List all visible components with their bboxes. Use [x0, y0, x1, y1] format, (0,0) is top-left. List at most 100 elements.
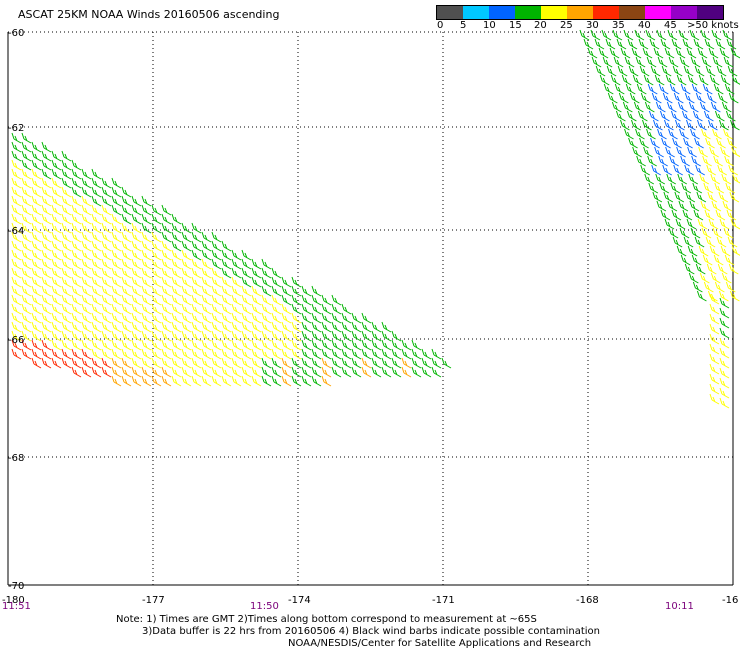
- wind-barb: [291, 303, 302, 315]
- wind-barb: [381, 357, 392, 369]
- wind-barb: [221, 348, 232, 360]
- wind-barb: [241, 339, 252, 351]
- wind-barb: [688, 101, 699, 113]
- wind-barb: [221, 375, 232, 387]
- wind-barb: [181, 348, 192, 360]
- wind-barb: [628, 65, 639, 77]
- wind-barb: [651, 164, 661, 176]
- legend-label: >50 knots: [687, 20, 739, 31]
- wind-barb: [181, 267, 192, 279]
- wind-barb: [431, 348, 442, 360]
- wind-barb: [161, 294, 172, 306]
- wind-barb: [191, 348, 202, 360]
- wind-barb: [719, 297, 730, 309]
- wind-barb: [331, 294, 342, 306]
- wind-barb: [291, 321, 302, 333]
- wind-barb: [91, 249, 102, 261]
- wind-barb: [624, 56, 635, 68]
- wind-barb: [662, 164, 672, 176]
- wind-barb: [679, 227, 690, 239]
- wind-barb: [241, 258, 252, 270]
- wind-barb: [81, 294, 92, 306]
- wind-barb: [21, 285, 32, 297]
- legend-label: 25: [560, 20, 573, 31]
- wind-barb: [241, 303, 252, 315]
- wind-barb: [241, 375, 252, 387]
- wind-barb: [171, 339, 182, 351]
- wind-barb: [191, 375, 202, 387]
- wind-barb: [21, 240, 32, 252]
- wind-barb: [81, 168, 92, 180]
- wind-barb: [131, 303, 142, 315]
- wind-barb: [81, 258, 92, 270]
- wind-barb: [705, 236, 716, 248]
- wind-barb: [121, 294, 132, 306]
- legend-swatch-0: [437, 6, 463, 19]
- wind-barb: [121, 339, 132, 351]
- wind-barb: [101, 303, 112, 315]
- wind-barb: [719, 347, 730, 359]
- wind-barb: [709, 383, 720, 395]
- wind-barb: [690, 227, 701, 239]
- wind-barb: [648, 182, 659, 194]
- wind-barb: [727, 236, 738, 248]
- wind-barb: [151, 303, 162, 315]
- wind-barb: [51, 168, 62, 180]
- wind-barb: [391, 357, 402, 369]
- wind-barb: [261, 366, 272, 378]
- wind-barb: [301, 375, 312, 387]
- wind-barb: [291, 285, 302, 297]
- wind-barb: [341, 348, 352, 360]
- wind-barb: [191, 366, 202, 378]
- wind-barb: [241, 249, 252, 261]
- wind-barb: [181, 357, 192, 369]
- wind-barb: [21, 159, 32, 171]
- wind-barb: [181, 312, 192, 324]
- wind-barb: [141, 222, 152, 234]
- wind-barb: [81, 222, 92, 234]
- wind-barb: [727, 65, 738, 77]
- wind-barb: [61, 213, 72, 225]
- wind-barb: [21, 348, 32, 360]
- wind-barb: [41, 285, 52, 297]
- wind-barb: [361, 330, 372, 342]
- wind-barb: [695, 263, 706, 275]
- wind-barb: [676, 146, 686, 158]
- wind-barb: [261, 375, 272, 387]
- wind-barb: [629, 92, 640, 104]
- wind-barb: [712, 227, 723, 239]
- wind-barb: [141, 366, 152, 378]
- wind-barb: [648, 110, 659, 122]
- wind-barb: [81, 330, 92, 342]
- wind-barb: [693, 38, 704, 50]
- wind-barb: [673, 92, 684, 104]
- wind-barb: [141, 294, 152, 306]
- wind-barb: [161, 222, 172, 234]
- wind-barb: [41, 231, 52, 243]
- wind-barb: [241, 285, 252, 297]
- wind-barb: [221, 312, 232, 324]
- lon-label-177: -177: [142, 595, 165, 606]
- wind-barb: [341, 312, 352, 324]
- wind-barb: [661, 65, 672, 77]
- wind-barb: [111, 249, 122, 261]
- wind-barb: [668, 227, 679, 239]
- wind-barb: [221, 285, 232, 297]
- wind-barb: [690, 56, 701, 68]
- wind-barb: [221, 267, 232, 279]
- wind-barb: [171, 375, 182, 387]
- wind-barb: [151, 357, 162, 369]
- wind-barb: [674, 191, 685, 203]
- wind-barb: [677, 101, 688, 113]
- wind-barb: [725, 110, 736, 122]
- wind-barb: [291, 312, 302, 324]
- wind-barb: [51, 321, 62, 333]
- wind-barb: [171, 267, 182, 279]
- wind-barb: [411, 366, 422, 378]
- wind-barb: [201, 339, 212, 351]
- wind-barb: [703, 281, 714, 293]
- wind-barb: [677, 173, 688, 185]
- wind-barb: [617, 65, 628, 77]
- wind-barb: [694, 137, 704, 149]
- wind-barb: [211, 321, 222, 333]
